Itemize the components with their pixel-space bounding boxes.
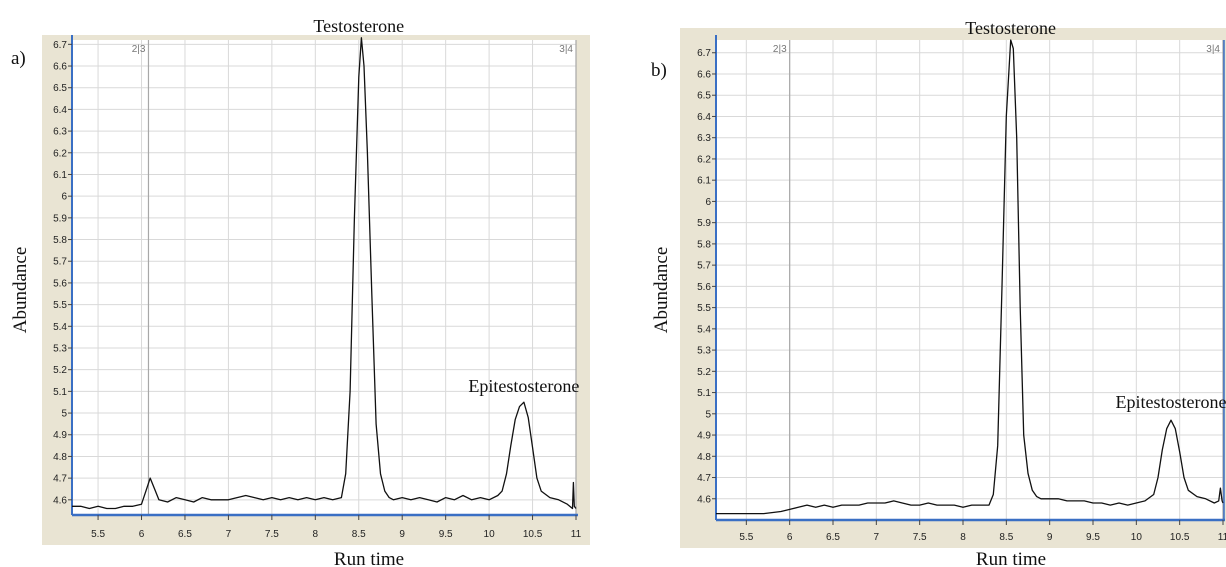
x-tick-label: 6 bbox=[787, 532, 793, 543]
y-tick-label: 6.1 bbox=[53, 170, 67, 181]
y-tick-label: 6.7 bbox=[697, 48, 711, 59]
x-tick-label: 5.5 bbox=[739, 532, 753, 543]
y-axis-title: Abundance bbox=[10, 247, 31, 334]
x-tick-label: 7 bbox=[874, 532, 880, 543]
gridlines bbox=[72, 40, 577, 515]
y-tick-label: 5.9 bbox=[53, 213, 67, 224]
x-tick-label: 6.5 bbox=[178, 529, 192, 540]
y-tick-label: 4.6 bbox=[697, 494, 711, 505]
x-tick-label: 10 bbox=[1131, 532, 1143, 543]
x-tick-label: 9.5 bbox=[439, 529, 453, 540]
x-tick-label: 6.5 bbox=[826, 532, 840, 543]
x-tick-label: 10.5 bbox=[1170, 532, 1190, 543]
y-tick-label: 5.3 bbox=[697, 346, 711, 357]
panel-label: b) bbox=[651, 60, 667, 81]
y-tick-label: 5.8 bbox=[53, 235, 67, 246]
y-tick-label: 5.2 bbox=[53, 365, 67, 376]
y-tick-label: 5.5 bbox=[53, 300, 67, 311]
y-tick-label: 6.1 bbox=[697, 176, 711, 187]
gridlines bbox=[716, 40, 1224, 520]
x-tick-label: 7.5 bbox=[265, 529, 279, 540]
y-tick-label: 6.5 bbox=[697, 91, 711, 102]
y-axis-title: Abundance bbox=[651, 247, 672, 334]
x-axis-title: Run time bbox=[976, 549, 1046, 567]
y-tick-label: 4.6 bbox=[53, 495, 67, 506]
y-tick-label: 6.6 bbox=[697, 69, 711, 80]
chromatogram-trace bbox=[716, 39, 1224, 515]
chromatogram-trace bbox=[72, 37, 577, 510]
x-tick-label: 8 bbox=[960, 532, 966, 543]
y-tick-label: 5 bbox=[61, 409, 67, 420]
plot-area bbox=[716, 40, 1223, 520]
x-tick-label: 7 bbox=[226, 529, 232, 540]
y-tick-label: 6 bbox=[705, 197, 711, 208]
x-tick-label: 8.5 bbox=[352, 529, 366, 540]
y-tick-label: 5.7 bbox=[53, 257, 67, 268]
segment-marker-label: 3|4 bbox=[559, 44, 573, 55]
y-tick-label: 5.3 bbox=[53, 343, 67, 354]
x-axis-title: Run time bbox=[334, 549, 404, 567]
y-tick-label: 6.2 bbox=[697, 154, 711, 165]
x-tick-label: 10 bbox=[484, 529, 496, 540]
peak-annotation: Testosterone bbox=[313, 16, 404, 36]
peak-annotation: Testosterone bbox=[965, 18, 1056, 38]
peak-annotation: Epitestosterone bbox=[468, 376, 579, 396]
y-tick-label: 6 bbox=[61, 192, 67, 203]
y-tick-label: 4.8 bbox=[53, 452, 67, 463]
y-tick-label: 6.3 bbox=[53, 127, 67, 138]
y-tick-label: 4.9 bbox=[697, 431, 711, 442]
segment-marker-label: 2|3 bbox=[132, 44, 146, 55]
y-tick-label: 6.4 bbox=[697, 112, 711, 123]
y-tick-label: 6.2 bbox=[53, 148, 67, 159]
panel-label: a) bbox=[11, 48, 26, 69]
peak-annotation: Epitestosterone bbox=[1116, 392, 1226, 412]
y-tick-label: 6.3 bbox=[697, 133, 711, 144]
y-tick-label: 5.8 bbox=[697, 239, 711, 250]
y-tick-label: 5 bbox=[705, 409, 711, 420]
x-tick-label: 5.5 bbox=[91, 529, 105, 540]
y-tick-label: 5.1 bbox=[53, 387, 67, 398]
x-tick-label: 11 bbox=[571, 529, 582, 540]
x-tick-label: 11 bbox=[1218, 532, 1226, 543]
y-tick-label: 5.6 bbox=[53, 278, 67, 289]
y-tick-label: 4.9 bbox=[53, 430, 67, 441]
chart-panel-a: 2|3 3|4 4.6 4.7 4.8 4.9 5 5.1 5.2 5.3 5.4 5.5 5.6 5.7… bbox=[10, 16, 590, 567]
y-tick-label: 6.7 bbox=[53, 40, 67, 51]
y-tick-label: 6.6 bbox=[53, 62, 67, 73]
x-tick-label: 9 bbox=[1047, 532, 1053, 543]
x-tick-label: 8.5 bbox=[999, 532, 1013, 543]
segment-marker-label: 2|3 bbox=[773, 44, 787, 55]
chart-panel-b: 2|3 3|4 4.6 4.7 4.8 4.9 5 5.1 5.2 5.3 5.4 5.5 5.6 5.7… bbox=[651, 18, 1226, 567]
y-tick-label: 5.4 bbox=[697, 324, 711, 335]
y-tick-label: 5.4 bbox=[53, 322, 67, 333]
x-tick-label: 9.5 bbox=[1086, 532, 1100, 543]
x-tick-label: 6 bbox=[139, 529, 145, 540]
y-tick-label: 5.9 bbox=[697, 218, 711, 229]
y-tick-label: 5.5 bbox=[697, 303, 711, 314]
y-tick-label: 5.7 bbox=[697, 261, 711, 272]
x-tick-label: 9 bbox=[399, 529, 405, 540]
y-tick-label: 4.7 bbox=[53, 474, 67, 485]
segment-marker-label: 3|4 bbox=[1206, 44, 1220, 55]
y-tick-label: 5.6 bbox=[697, 282, 711, 293]
y-tick-label: 5.1 bbox=[697, 388, 711, 399]
y-tick-label: 6.4 bbox=[53, 105, 67, 116]
x-tick-label: 10.5 bbox=[523, 529, 543, 540]
x-tick-label: 8 bbox=[313, 529, 319, 540]
y-tick-label: 6.5 bbox=[53, 83, 67, 94]
y-tick-label: 4.7 bbox=[697, 473, 711, 484]
y-tick-label: 4.8 bbox=[697, 452, 711, 463]
y-tick-label: 5.2 bbox=[697, 367, 711, 378]
plot-area bbox=[72, 40, 576, 515]
x-tick-label: 7.5 bbox=[913, 532, 927, 543]
